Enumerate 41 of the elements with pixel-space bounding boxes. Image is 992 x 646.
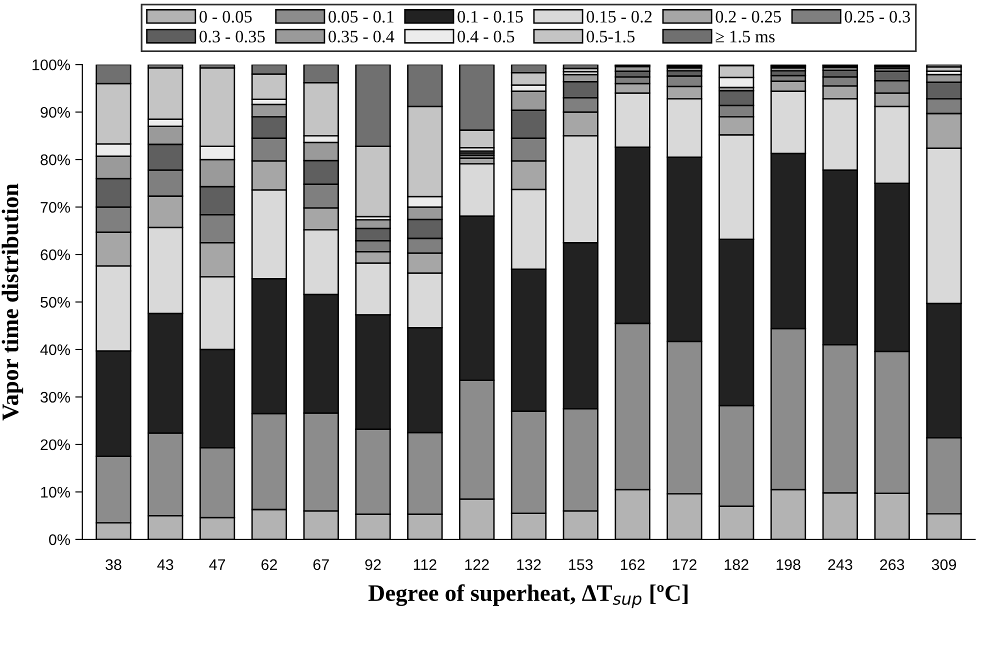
x-tick-label: 112	[414, 559, 436, 570]
x-tick-label: 162	[620, 559, 645, 570]
x-tick-label: 62	[261, 559, 277, 570]
y-tick-label: 20%	[40, 439, 70, 450]
x-tick-label: 47	[209, 559, 226, 570]
y-tick-label: 30%	[40, 392, 70, 403]
x-tick-label: 243	[828, 559, 852, 570]
x-tick-label: 38	[106, 559, 122, 570]
y-tick-label: 10%	[41, 486, 70, 498]
x-tick-label: 43	[157, 559, 174, 570]
x-tick-label: 153	[569, 559, 593, 570]
x-axis-title: Degree of superheat, ΔT$_{sup}$ [ºC]	[368, 584, 688, 608]
legend-label: 0.4 - 0.5	[458, 30, 514, 43]
y-tick-label: 100%	[32, 59, 70, 70]
legend-label: 0.5-1.5	[586, 30, 635, 43]
x-tick-label: 92	[365, 559, 381, 570]
y-tick-label: 90%	[40, 106, 70, 118]
x-tick-label: 182	[724, 559, 748, 570]
legend-label: 0.25 - 0.3	[844, 10, 910, 23]
legend-label: ≥ 1.5 ms	[716, 30, 775, 43]
x-tick-label: 172	[672, 559, 696, 570]
x-tick-label: 67	[313, 559, 329, 570]
y-axis-title: Vapor time distribution	[2, 184, 24, 420]
legend-label: 0.2 - 0.25	[716, 10, 781, 23]
x-tick-label: 309	[932, 559, 956, 570]
y-tick-label: 0%	[49, 534, 70, 546]
legend-label: 0.1 - 0.15	[458, 10, 523, 23]
legend-label: 0 - 0.05	[200, 10, 252, 23]
legend-label: 0.05 - 0.1	[328, 10, 394, 23]
y-tick-label: 80%	[40, 154, 70, 166]
legend-label: 0.3 - 0.35	[200, 30, 265, 43]
x-tick-label: 122	[465, 559, 489, 570]
y-tick-label: 60%	[40, 249, 70, 260]
x-tick-label: 198	[776, 559, 800, 570]
x-tick-label: 263	[880, 559, 904, 570]
x-tick-label: 132	[517, 559, 541, 570]
y-tick-label: 40%	[40, 344, 70, 356]
y-tick-label: 70%	[40, 202, 70, 213]
legend-label: 0.15 - 0.2	[586, 10, 652, 23]
legend-label: 0.35 - 0.4	[328, 30, 394, 43]
y-tick-label: 50%	[40, 296, 70, 308]
